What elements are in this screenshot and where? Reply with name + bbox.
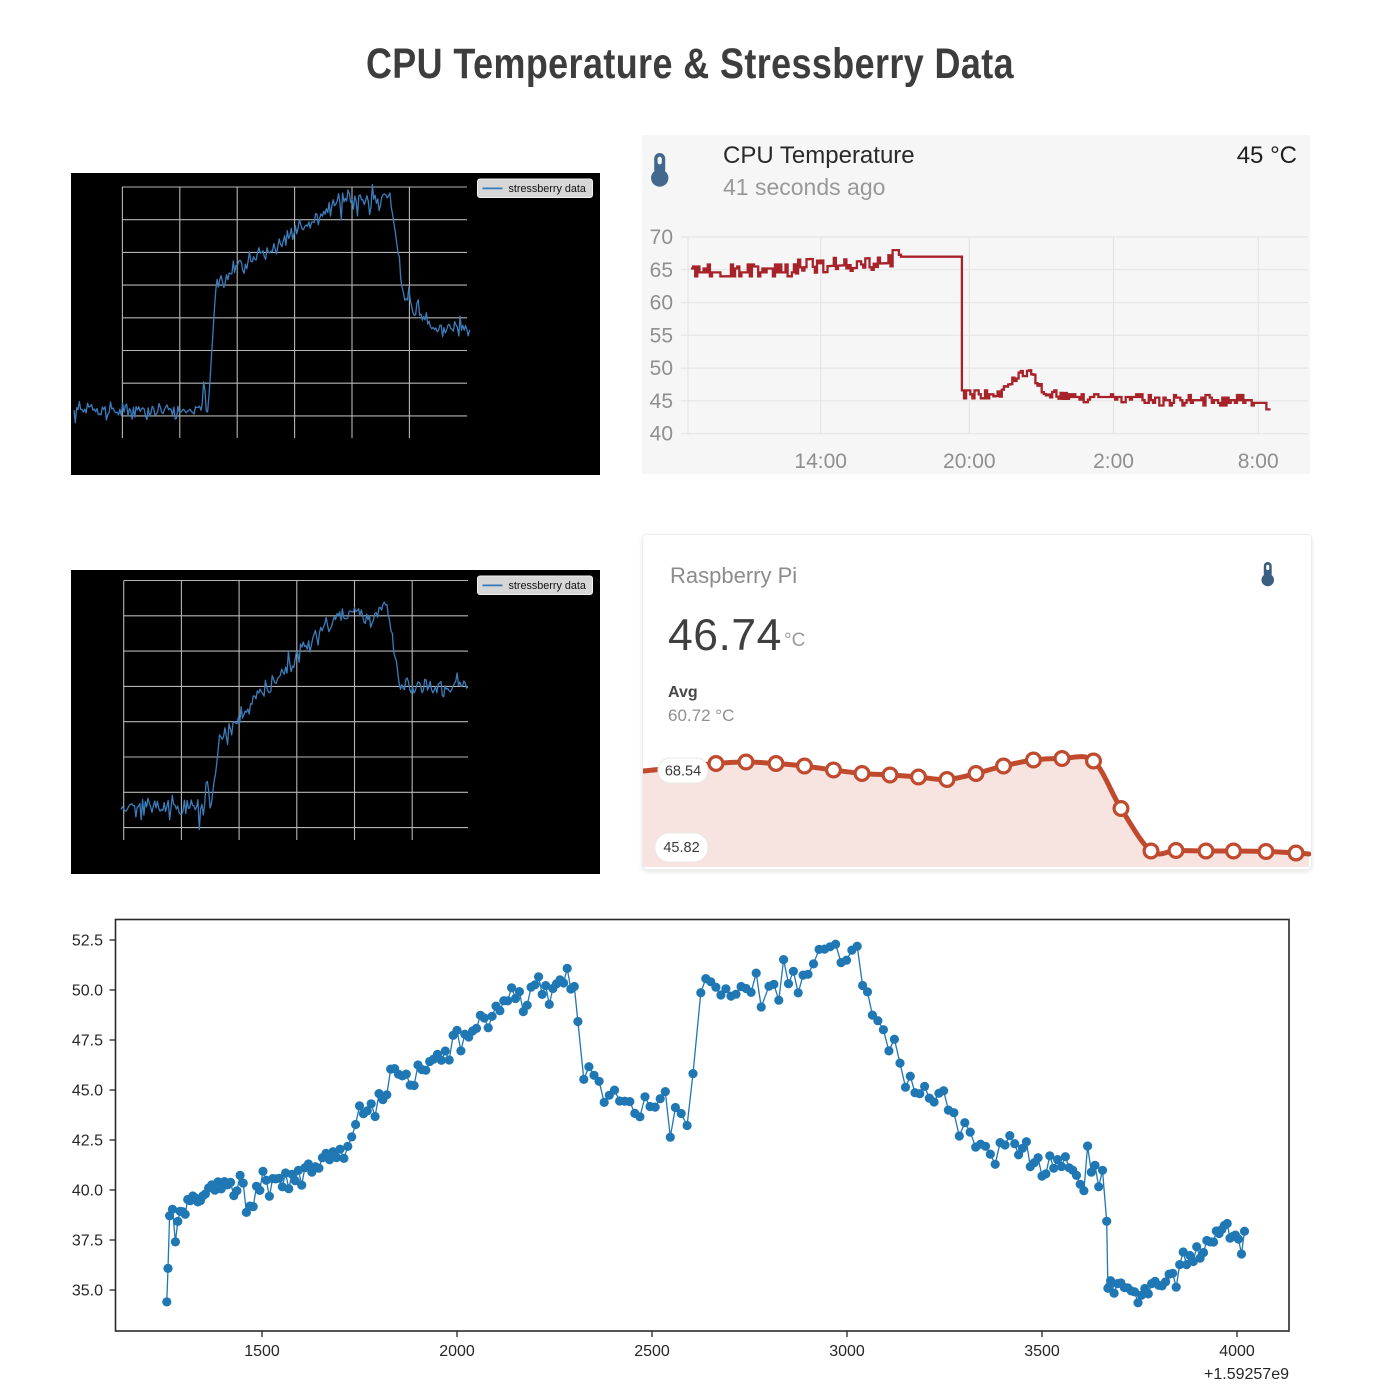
svg-text:1500: 1500 bbox=[244, 1343, 280, 1360]
svg-text:4000: 4000 bbox=[1219, 1343, 1255, 1360]
svg-text:stressberry data: stressberry data bbox=[509, 580, 586, 592]
svg-text:68.54: 68.54 bbox=[665, 764, 701, 780]
svg-text:35.0: 35.0 bbox=[72, 1283, 103, 1300]
svg-text:Avg: Avg bbox=[668, 684, 698, 701]
svg-text:55: 55 bbox=[650, 324, 673, 347]
svg-text:2000: 2000 bbox=[439, 1343, 475, 1360]
svg-text:3500: 3500 bbox=[1024, 1343, 1060, 1360]
svg-text:CPU Temperature: CPU Temperature bbox=[723, 142, 915, 169]
svg-text:14:00: 14:00 bbox=[794, 450, 847, 473]
svg-text:65: 65 bbox=[650, 259, 673, 282]
svg-text:2500: 2500 bbox=[634, 1343, 670, 1360]
svg-text:41 seconds ago: 41 seconds ago bbox=[723, 174, 885, 200]
svg-text:45: 45 bbox=[650, 390, 673, 413]
svg-text:stressberry data: stressberry data bbox=[509, 183, 586, 195]
svg-text:20:00: 20:00 bbox=[943, 450, 996, 473]
svg-text:37.5: 37.5 bbox=[72, 1233, 103, 1250]
svg-text:40.0: 40.0 bbox=[72, 1183, 103, 1200]
svg-text:50.0: 50.0 bbox=[72, 983, 103, 1000]
svg-text:45.82: 45.82 bbox=[663, 840, 699, 856]
svg-text:Raspberry Pi: Raspberry Pi bbox=[670, 563, 797, 588]
svg-text:+1.59257e9: +1.59257e9 bbox=[1204, 1366, 1289, 1383]
svg-text:°C: °C bbox=[784, 630, 805, 651]
svg-text:50: 50 bbox=[650, 357, 673, 380]
svg-text:45 °C: 45 °C bbox=[1237, 142, 1297, 169]
svg-text:52.5: 52.5 bbox=[72, 933, 103, 950]
svg-text:3000: 3000 bbox=[829, 1343, 865, 1360]
svg-text:46.74: 46.74 bbox=[668, 611, 782, 660]
svg-text:45.0: 45.0 bbox=[72, 1083, 103, 1100]
svg-text:2:00: 2:00 bbox=[1093, 450, 1134, 473]
svg-text:8:00: 8:00 bbox=[1238, 450, 1279, 473]
svg-text:60: 60 bbox=[650, 292, 673, 315]
svg-text:60.72 °C: 60.72 °C bbox=[668, 706, 734, 725]
svg-text:70: 70 bbox=[650, 226, 673, 249]
svg-text:40: 40 bbox=[650, 423, 673, 446]
svg-text:42.5: 42.5 bbox=[72, 1133, 103, 1150]
svg-text:47.5: 47.5 bbox=[72, 1033, 103, 1050]
